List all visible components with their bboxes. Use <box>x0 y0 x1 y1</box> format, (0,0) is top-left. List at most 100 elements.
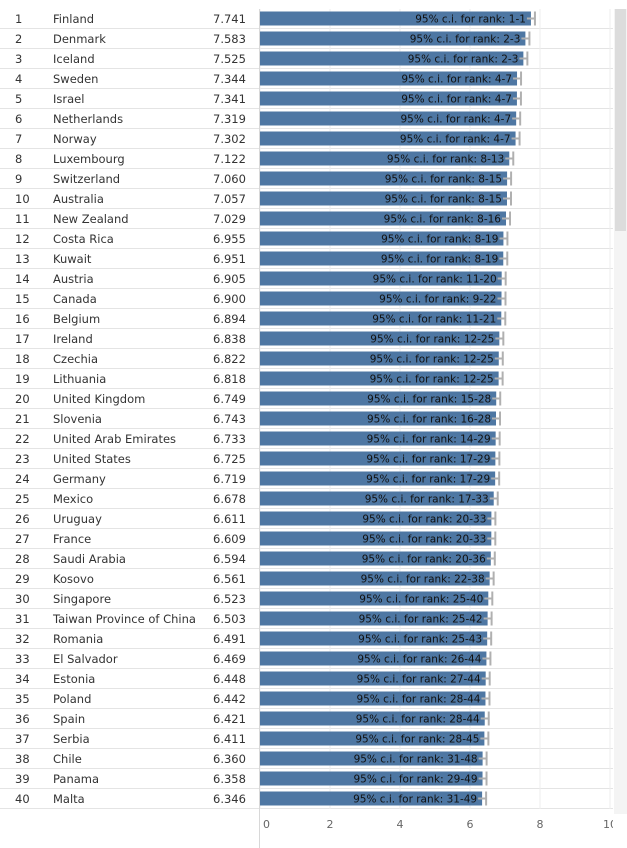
score-bar <box>260 791 483 806</box>
score-bar <box>260 631 488 646</box>
country-cell: Mexico <box>53 492 94 506</box>
country-cell: Australia <box>53 192 104 206</box>
table-row: 28 Saudi Arabia 6.594 <box>0 549 613 569</box>
score-bar <box>260 371 499 386</box>
score-cell: 7.319 <box>213 112 246 126</box>
table-row: 36 Spain 6.421 <box>0 709 613 729</box>
score-cell: 6.951 <box>213 252 246 266</box>
score-cell: 7.302 <box>213 132 246 146</box>
rank-cell: 15 <box>15 292 30 306</box>
country-cell: Slovenia <box>53 412 102 426</box>
score-bar <box>260 71 518 86</box>
country-cell: Serbia <box>53 732 90 746</box>
rank-cell: 30 <box>15 592 30 606</box>
x-tick-label: 6 <box>467 818 474 831</box>
country-cell: El Salvador <box>53 652 118 666</box>
score-bar <box>260 351 499 366</box>
ci-rank-label: 95% c.i. for rank: 4-7 <box>401 74 512 86</box>
ci-rank-label: 95% c.i. for rank: 9-22 <box>379 294 496 306</box>
rank-cell: 38 <box>15 752 30 766</box>
table-row: 18 Czechia 6.822 <box>0 349 613 369</box>
ci-rank-label: 95% c.i. for rank: 8-16 <box>384 214 502 226</box>
vertical-scrollbar[interactable] <box>614 9 627 814</box>
score-bar <box>260 131 516 146</box>
country-cell: Israel <box>53 92 85 106</box>
rank-cell: 11 <box>15 212 30 226</box>
table-row: 21 Slovenia 6.743 <box>0 409 613 429</box>
table-row: 3 Iceland 7.525 <box>0 49 613 69</box>
scrollbar-thumb[interactable] <box>615 9 626 231</box>
score-cell: 6.360 <box>213 752 246 766</box>
score-bar <box>260 391 497 406</box>
rank-cell: 22 <box>15 432 30 446</box>
score-bar <box>260 411 497 426</box>
rank-cell: 9 <box>15 172 23 186</box>
ci-rank-label: 95% c.i. for rank: 4-7 <box>400 134 511 146</box>
score-bar <box>260 151 510 166</box>
score-bar <box>260 11 531 26</box>
ci-rank-label: 95% c.i. for rank: 22-38 <box>361 574 485 586</box>
ci-rank-label: 95% c.i. for rank: 8-19 <box>381 234 498 246</box>
score-cell: 6.900 <box>213 292 246 306</box>
score-cell: 6.611 <box>213 512 246 526</box>
table-row: 1 Finland 7.741 <box>0 9 613 29</box>
rank-cell: 3 <box>15 52 23 66</box>
ci-rank-label: 95% c.i. for rank: 12-25 <box>370 354 494 366</box>
table-row: 8 Luxembourg 7.122 <box>0 149 613 169</box>
table-row: 39 Panama 6.358 <box>0 769 613 789</box>
country-cell: Lithuania <box>53 372 107 386</box>
score-cell: 6.442 <box>213 692 246 706</box>
ci-rank-label: 95% c.i. for rank: 11-21 <box>372 314 496 326</box>
score-bar <box>260 471 496 486</box>
table-row: 25 Mexico 6.678 <box>0 489 613 509</box>
table-row: 12 Costa Rica 6.955 <box>0 229 613 249</box>
ci-rank-label: 95% c.i. for rank: 17-29 <box>366 454 490 466</box>
country-cell: Chile <box>53 752 82 766</box>
country-cell: Malta <box>53 792 85 806</box>
score-bar <box>260 671 486 686</box>
table-row: 19 Lithuania 6.818 <box>0 369 613 389</box>
rank-cell: 17 <box>15 332 30 346</box>
table-row: 26 Uruguay 6.611 <box>0 509 613 529</box>
score-bar <box>260 651 487 666</box>
score-bar <box>260 451 496 466</box>
table-row: 22 United Arab Emirates 6.733 <box>0 429 613 449</box>
rank-cell: 13 <box>15 252 30 266</box>
table-row: 38 Chile 6.360 <box>0 749 613 769</box>
score-bar <box>260 511 492 526</box>
rank-cell: 33 <box>15 652 30 666</box>
rank-cell: 28 <box>15 552 30 566</box>
score-cell: 6.523 <box>213 592 246 606</box>
score-bar <box>260 231 504 246</box>
score-cell: 6.838 <box>213 332 246 346</box>
rank-cell: 29 <box>15 572 30 586</box>
rank-cell: 18 <box>15 352 30 366</box>
score-cell: 6.955 <box>213 232 246 246</box>
x-tick-label: 2 <box>327 818 334 831</box>
table-row: 4 Sweden 7.344 <box>0 69 613 89</box>
table-row: 2 Denmark 7.583 <box>0 29 613 49</box>
rank-cell: 32 <box>15 632 30 646</box>
ci-rank-label: 95% c.i. for rank: 4-7 <box>401 94 512 106</box>
table-row: 10 Australia 7.057 <box>0 189 613 209</box>
ci-rank-label: 95% c.i. for rank: 8-19 <box>381 254 498 266</box>
table-row: 17 Ireland 6.838 <box>0 329 613 349</box>
score-cell: 7.525 <box>213 52 246 66</box>
table-row: 40 Malta 6.346 <box>0 789 613 809</box>
table-row: 37 Serbia 6.411 <box>0 729 613 749</box>
score-cell: 6.749 <box>213 392 246 406</box>
country-cell: France <box>53 532 92 546</box>
ci-rank-label: 95% c.i. for rank: 16-28 <box>367 414 491 426</box>
score-cell: 6.503 <box>213 612 246 626</box>
score-bar <box>260 111 517 126</box>
score-cell: 6.411 <box>213 732 246 746</box>
x-tick-label: 4 <box>397 818 404 831</box>
score-bar <box>260 591 489 606</box>
country-cell: Iceland <box>53 52 95 66</box>
score-cell: 7.029 <box>213 212 246 226</box>
ci-rank-label: 95% c.i. for rank: 25-42 <box>359 614 483 626</box>
rank-cell: 24 <box>15 472 30 486</box>
rank-cell: 20 <box>15 392 30 406</box>
score-bar <box>260 751 483 766</box>
score-bar <box>260 611 488 626</box>
